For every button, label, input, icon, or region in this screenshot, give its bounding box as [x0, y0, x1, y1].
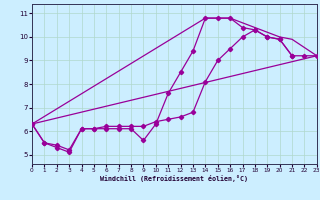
X-axis label: Windchill (Refroidissement éolien,°C): Windchill (Refroidissement éolien,°C) — [100, 175, 248, 182]
